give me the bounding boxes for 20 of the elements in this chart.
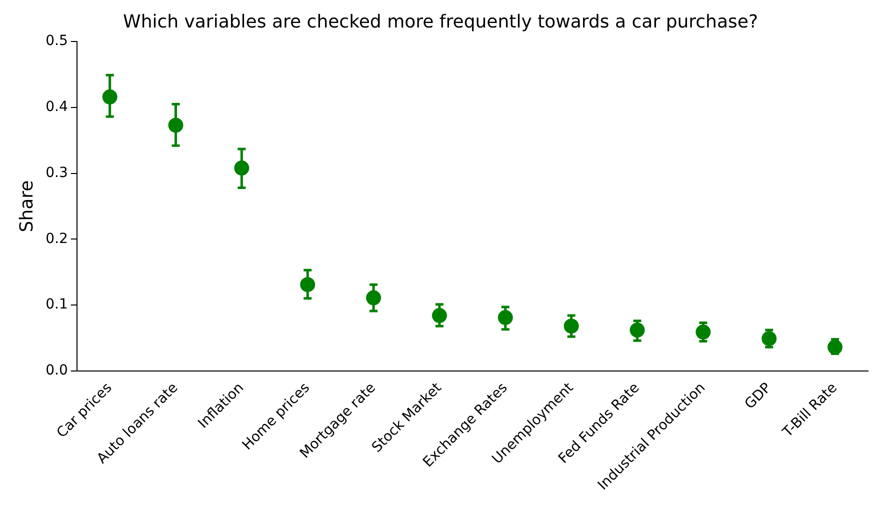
point: [498, 310, 513, 326]
y-tick-label: 0.4: [46, 99, 68, 116]
y-tick-label: 0.0: [46, 362, 68, 379]
point: [564, 318, 579, 334]
y-tick-label: 0.5: [46, 33, 68, 50]
y-tick-label: 0.3: [46, 164, 68, 181]
point: [432, 308, 447, 324]
y-tick-label: 0.2: [46, 230, 68, 247]
point: [168, 118, 184, 133]
point: [696, 324, 711, 340]
point: [630, 322, 645, 338]
point: [366, 290, 382, 306]
point: [762, 331, 777, 346]
y-axis-title: Share: [16, 180, 38, 232]
point: [102, 89, 118, 104]
point: [300, 277, 316, 292]
chart-title: Which variables are checked more frequently towards a car purchase?: [123, 11, 758, 32]
point: [828, 340, 843, 355]
point: [234, 160, 250, 176]
y-tick-label: 0.1: [46, 296, 68, 313]
